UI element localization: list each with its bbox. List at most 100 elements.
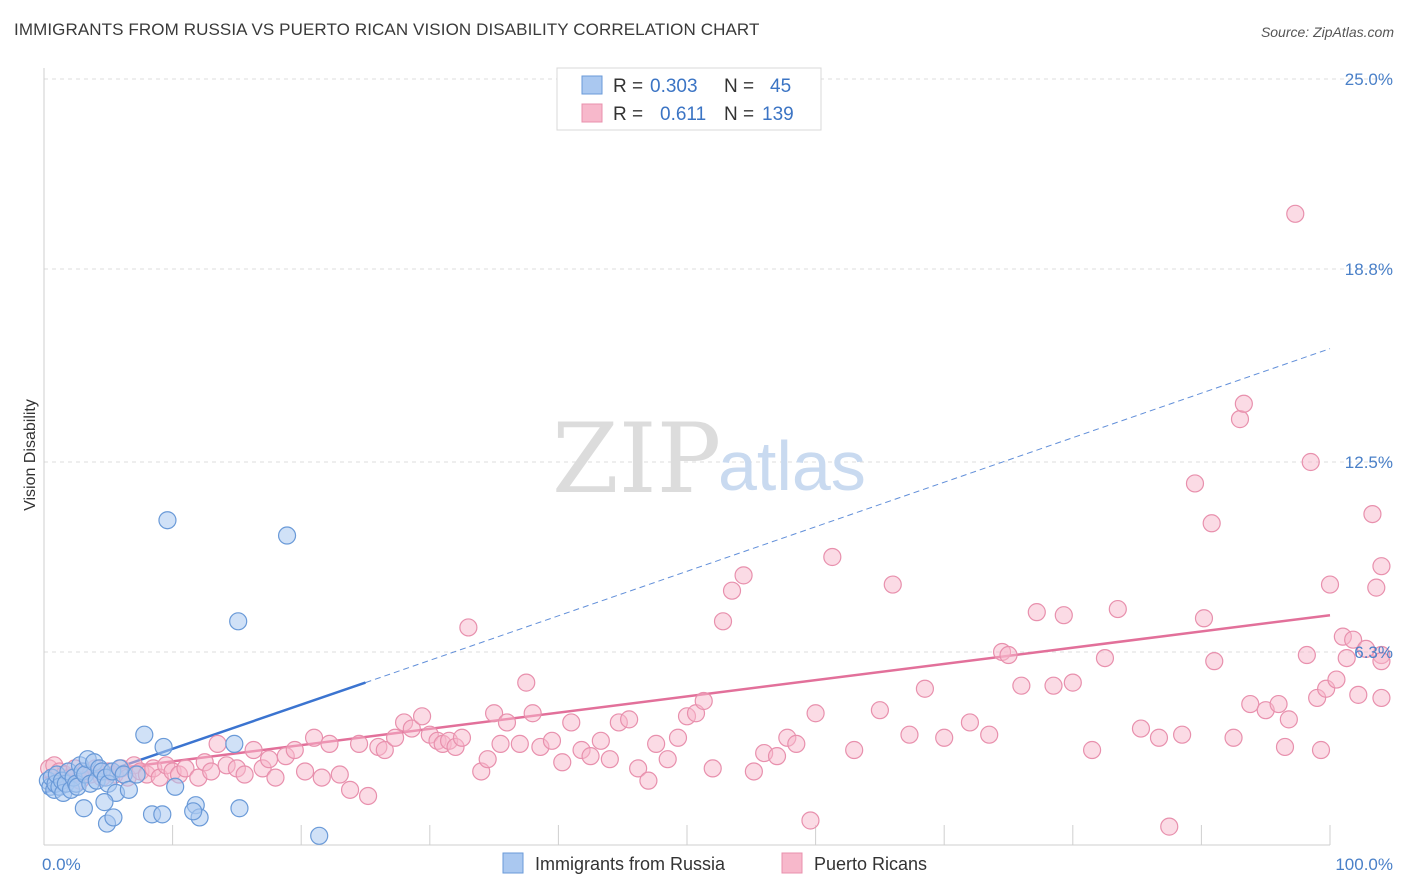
stats-legend: R = 0.303 N = 45 R = 0.611 N = 139 [556, 67, 822, 131]
point-russia-33 [74, 799, 93, 818]
y-axis-label: Vision Disability [22, 399, 39, 511]
point-puerto-ricans-123 [1230, 410, 1250, 429]
point-puerto-ricans-77 [639, 771, 658, 790]
point-puerto-ricans-67 [542, 731, 562, 750]
point-puerto-ricans-37 [295, 762, 315, 781]
point-russia-48 [277, 526, 297, 545]
point-puerto-ricans-113 [1108, 599, 1127, 619]
point-puerto-ricans-106 [1012, 676, 1031, 695]
point-puerto-ricans-128 [1275, 737, 1295, 757]
point-russia-30 [95, 793, 114, 812]
point-puerto-ricans-105 [999, 645, 1018, 665]
point-puerto-ricans-120 [1202, 514, 1221, 533]
point-puerto-ricans-98 [883, 575, 902, 594]
point-puerto-ricans-129 [1279, 710, 1298, 729]
point-puerto-ricans-78 [647, 734, 666, 753]
point-puerto-ricans-90 [767, 747, 787, 766]
point-puerto-ricans-34 [266, 768, 285, 787]
point-puerto-ricans-125 [1241, 694, 1260, 714]
series-puerto-ricans [40, 204, 1391, 836]
point-puerto-ricans-39 [312, 768, 331, 787]
trend-line-puerto-ricans [43, 613, 1331, 779]
point-puerto-ricans-36 [285, 740, 304, 760]
point-russia-46 [229, 612, 248, 631]
point-puerto-ricans-118 [1185, 474, 1205, 493]
point-puerto-ricans-84 [703, 759, 722, 778]
point-puerto-ricans-69 [562, 713, 581, 732]
x-tick-label-0: 0.0% [42, 855, 81, 874]
source-label: Source: ZipAtlas.com [1260, 24, 1394, 40]
point-puerto-ricans-136 [1320, 575, 1340, 594]
legend-swatch-pink [581, 103, 603, 123]
point-puerto-ricans-75 [620, 710, 639, 729]
legend-r-label-2: R = [613, 104, 643, 125]
point-puerto-ricans-31 [244, 740, 263, 760]
point-puerto-ricans-147 [1372, 652, 1391, 671]
point-puerto-ricans-63 [510, 734, 529, 753]
point-puerto-ricans-137 [1327, 670, 1346, 689]
point-puerto-ricans-49 [402, 719, 421, 738]
y-tick-label-0: 6.3% [1354, 643, 1393, 662]
series-immigrants-from-russia [38, 511, 329, 845]
grid [44, 78, 1392, 653]
point-puerto-ricans-88 [744, 762, 763, 781]
point-russia-32 [104, 808, 123, 827]
legend-r-value-2: 0.611 [660, 104, 706, 125]
legend-r-label-1: R = [613, 76, 643, 97]
series-legend: Immigrants from Russia Puerto Ricans [502, 852, 927, 874]
point-puerto-ricans-121 [1205, 652, 1224, 671]
point-puerto-ricans-87 [734, 566, 753, 585]
point-puerto-ricans-62 [497, 713, 517, 732]
point-puerto-ricans-41 [330, 765, 349, 784]
point-puerto-ricans-122 [1224, 728, 1243, 747]
point-puerto-ricans-80 [668, 728, 688, 747]
point-puerto-ricans-43 [349, 734, 369, 753]
point-russia-39 [153, 805, 172, 824]
point-puerto-ricans-93 [801, 811, 820, 830]
point-puerto-ricans-115 [1149, 728, 1169, 747]
legend-r-value-1: 0.303 [650, 76, 698, 97]
point-puerto-ricans-101 [935, 728, 954, 747]
point-russia-44 [184, 802, 203, 821]
point-puerto-ricans-57 [459, 618, 478, 637]
point-puerto-ricans-100 [915, 679, 935, 698]
point-russia-34 [119, 780, 138, 799]
point-puerto-ricans-141 [1349, 685, 1368, 704]
point-puerto-ricans-99 [900, 725, 919, 744]
bottom-legend-swatch-pink [781, 852, 803, 874]
point-puerto-ricans-116 [1160, 817, 1179, 836]
legend-n-value-1: 45 [770, 76, 791, 97]
point-puerto-ricans-59 [478, 750, 497, 769]
point-puerto-ricans-114 [1131, 719, 1151, 738]
chart-title: IMMIGRANTS FROM RUSSIA VS PUERTO RICAN V… [14, 20, 760, 39]
bottom-legend-swatch-blue [502, 852, 524, 874]
point-puerto-ricans-42 [340, 780, 360, 799]
point-puerto-ricans-71 [581, 747, 600, 766]
point-puerto-ricans-142 [1356, 639, 1376, 659]
point-puerto-ricans-40 [320, 734, 339, 753]
legend-swatch-blue [581, 75, 603, 95]
point-russia-35 [127, 765, 146, 784]
watermark-zip: ZIP [552, 403, 721, 515]
point-puerto-ricans-119 [1194, 609, 1214, 628]
point-puerto-ricans-64 [517, 673, 536, 692]
x-tick-label-1: 100.0% [1335, 855, 1393, 874]
legend-n-label-2: N = [724, 104, 754, 125]
point-russia-37 [154, 737, 173, 757]
point-puerto-ricans-56 [452, 728, 472, 747]
point-puerto-ricans-95 [823, 547, 842, 567]
point-puerto-ricans-145 [1372, 557, 1391, 576]
point-puerto-ricans-30 [235, 765, 254, 784]
point-puerto-ricans-79 [658, 750, 677, 769]
point-puerto-ricans-47 [385, 728, 405, 747]
point-puerto-ricans-97 [870, 701, 890, 720]
point-puerto-ricans-86 [722, 581, 742, 600]
point-puerto-ricans-108 [1044, 676, 1063, 695]
point-puerto-ricans-140 [1344, 630, 1363, 649]
point-russia-47 [230, 799, 249, 818]
point-puerto-ricans-112 [1095, 648, 1115, 668]
point-puerto-ricans-130 [1286, 204, 1305, 223]
point-puerto-ricans-111 [1082, 740, 1102, 760]
point-russia-36 [135, 725, 154, 744]
